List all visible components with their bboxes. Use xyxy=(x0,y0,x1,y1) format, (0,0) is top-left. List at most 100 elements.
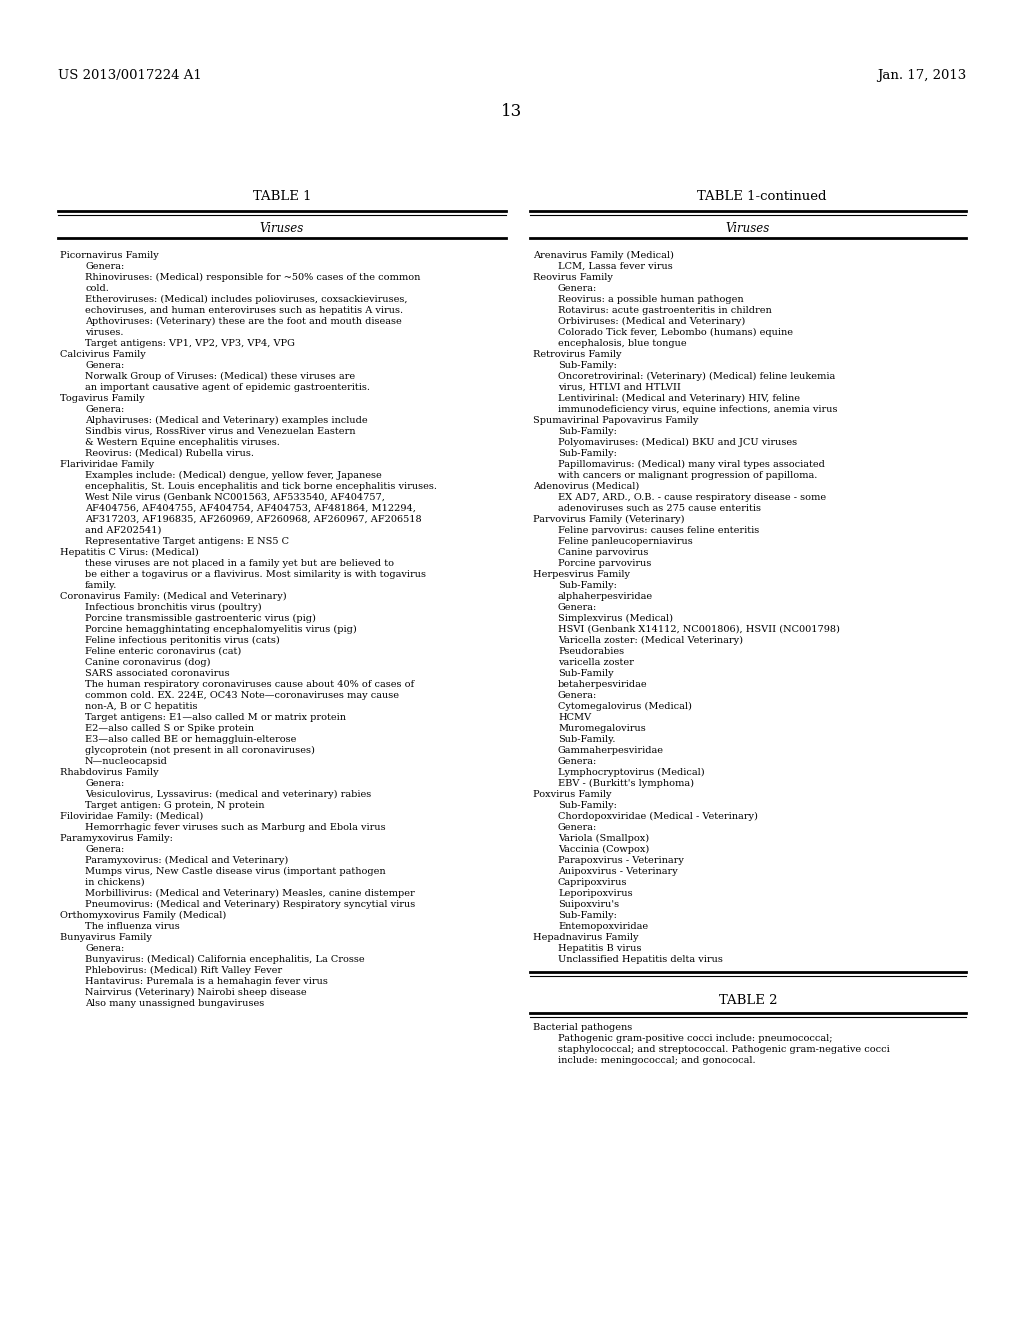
Text: with cancers or malignant progression of papilloma.: with cancers or malignant progression of… xyxy=(558,471,817,480)
Text: Genera:: Genera: xyxy=(558,284,597,293)
Text: Colorado Tick fever, Lebombo (humans) equine: Colorado Tick fever, Lebombo (humans) eq… xyxy=(558,327,793,337)
Text: Feline infectious peritonitis virus (cats): Feline infectious peritonitis virus (cat… xyxy=(85,636,280,645)
Text: Parvovirus Family (Veterinary): Parvovirus Family (Veterinary) xyxy=(534,515,684,524)
Text: Genera:: Genera: xyxy=(558,690,597,700)
Text: Sindbis virus, RossRiver virus and Venezuelan Eastern: Sindbis virus, RossRiver virus and Venez… xyxy=(85,426,355,436)
Text: Feline enteric coronavirus (cat): Feline enteric coronavirus (cat) xyxy=(85,647,242,656)
Text: Bunyavirus: (Medical) California encephalitis, La Crosse: Bunyavirus: (Medical) California encepha… xyxy=(85,954,365,964)
Text: Sub-Family.: Sub-Family. xyxy=(558,735,615,744)
Text: Genera:: Genera: xyxy=(85,360,124,370)
Text: varicella zoster: varicella zoster xyxy=(558,657,634,667)
Text: The influenza virus: The influenza virus xyxy=(85,921,180,931)
Text: Representative Target antigens: E NS5 C: Representative Target antigens: E NS5 C xyxy=(85,537,289,546)
Text: Target antigens: VP1, VP2, VP3, VP4, VPG: Target antigens: VP1, VP2, VP3, VP4, VPG xyxy=(85,339,295,348)
Text: West Nile virus (Genbank NC001563, AF533540, AF404757,: West Nile virus (Genbank NC001563, AF533… xyxy=(85,492,385,502)
Text: N—nucleocapsid: N—nucleocapsid xyxy=(85,756,168,766)
Text: Sub-Family:: Sub-Family: xyxy=(558,911,616,920)
Text: encephalosis, blue tongue: encephalosis, blue tongue xyxy=(558,339,687,348)
Text: Alphaviruses: (Medical and Veterinary) examples include: Alphaviruses: (Medical and Veterinary) e… xyxy=(85,416,368,425)
Text: family.: family. xyxy=(85,581,118,590)
Text: 13: 13 xyxy=(502,103,522,120)
Text: Phlebovirus: (Medical) Rift Valley Fever: Phlebovirus: (Medical) Rift Valley Fever xyxy=(85,966,283,975)
Text: Flariviridae Family: Flariviridae Family xyxy=(60,459,155,469)
Text: Suipoxviru's: Suipoxviru's xyxy=(558,900,620,909)
Text: virus, HTLVI and HTLVII: virus, HTLVI and HTLVII xyxy=(558,383,681,392)
Text: echoviruses, and human enteroviruses such as hepatitis A virus.: echoviruses, and human enteroviruses suc… xyxy=(85,306,403,315)
Text: staphylococcal; and streptococcal. Pathogenic gram-negative cocci: staphylococcal; and streptococcal. Patho… xyxy=(558,1045,890,1053)
Text: Pathogenic gram-positive cocci include: pneumococcal;: Pathogenic gram-positive cocci include: … xyxy=(558,1034,833,1043)
Text: US 2013/0017224 A1: US 2013/0017224 A1 xyxy=(58,69,202,82)
Text: Orthomyxovirus Family (Medical): Orthomyxovirus Family (Medical) xyxy=(60,911,226,920)
Text: Gammaherpesviridae: Gammaherpesviridae xyxy=(558,746,664,755)
Text: Rhinoviruses: (Medical) responsible for ~50% cases of the common: Rhinoviruses: (Medical) responsible for … xyxy=(85,273,421,282)
Text: Rhabdovirus Family: Rhabdovirus Family xyxy=(60,768,159,777)
Text: Sub-Family:: Sub-Family: xyxy=(558,360,616,370)
Text: Lentivirinal: (Medical and Veterinary) HIV, feline: Lentivirinal: (Medical and Veterinary) H… xyxy=(558,393,800,403)
Text: include: meningococcal; and gonococal.: include: meningococcal; and gonococal. xyxy=(558,1056,756,1065)
Text: Hantavirus: Puremala is a hemahagin fever virus: Hantavirus: Puremala is a hemahagin feve… xyxy=(85,977,328,986)
Text: Papillomavirus: (Medical) many viral types associated: Papillomavirus: (Medical) many viral typ… xyxy=(558,459,825,469)
Text: TABLE 2: TABLE 2 xyxy=(719,994,777,1006)
Text: Target antigen: G protein, N protein: Target antigen: G protein, N protein xyxy=(85,801,264,810)
Text: Genera:: Genera: xyxy=(85,845,124,854)
Text: Sub-Family: Sub-Family xyxy=(558,669,613,678)
Text: Viruses: Viruses xyxy=(260,222,304,235)
Text: Canine parvovirus: Canine parvovirus xyxy=(558,548,648,557)
Text: Genera:: Genera: xyxy=(85,261,124,271)
Text: Simplexvirus (Medical): Simplexvirus (Medical) xyxy=(558,614,673,623)
Text: Paramyxovirus Family:: Paramyxovirus Family: xyxy=(60,834,173,843)
Text: Feline parvovirus: causes feline enteritis: Feline parvovirus: causes feline enterit… xyxy=(558,525,759,535)
Text: Reovirus: (Medical) Rubella virus.: Reovirus: (Medical) Rubella virus. xyxy=(85,449,254,458)
Text: Coronavirus Family: (Medical and Veterinary): Coronavirus Family: (Medical and Veterin… xyxy=(60,591,287,601)
Text: Hepadnavirus Family: Hepadnavirus Family xyxy=(534,933,639,942)
Text: TABLE 1: TABLE 1 xyxy=(253,190,311,203)
Text: Examples include: (Medical) dengue, yellow fever, Japanese: Examples include: (Medical) dengue, yell… xyxy=(85,471,382,480)
Text: Genera:: Genera: xyxy=(85,779,124,788)
Text: HCMV: HCMV xyxy=(558,713,591,722)
Text: Lymphocryptovirus (Medical): Lymphocryptovirus (Medical) xyxy=(558,768,705,777)
Text: & Western Equine encephalitis viruses.: & Western Equine encephalitis viruses. xyxy=(85,438,280,447)
Text: and AF202541): and AF202541) xyxy=(85,525,162,535)
Text: Bacterial pathogens: Bacterial pathogens xyxy=(534,1023,632,1032)
Text: non-A, B or C hepatitis: non-A, B or C hepatitis xyxy=(85,702,198,711)
Text: Sub-Family:: Sub-Family: xyxy=(558,581,616,590)
Text: Cytomegalovirus (Medical): Cytomegalovirus (Medical) xyxy=(558,702,692,711)
Text: Jan. 17, 2013: Jan. 17, 2013 xyxy=(877,69,966,82)
Text: Reovirus: a possible human pathogen: Reovirus: a possible human pathogen xyxy=(558,294,743,304)
Text: EX AD7, ARD., O.B. - cause respiratory disease - some: EX AD7, ARD., O.B. - cause respiratory d… xyxy=(558,492,826,502)
Text: be either a togavirus or a flavivirus. Most similarity is with togavirus: be either a togavirus or a flavivirus. M… xyxy=(85,570,426,579)
Text: encephalitis, St. Louis encephalitis and tick borne encephalitis viruses.: encephalitis, St. Louis encephalitis and… xyxy=(85,482,437,491)
Text: Picornavirus Family: Picornavirus Family xyxy=(60,251,159,260)
Text: Vesiculovirus, Lyssavirus: (medical and veterinary) rabies: Vesiculovirus, Lyssavirus: (medical and … xyxy=(85,789,372,799)
Text: Unclassified Hepatitis delta virus: Unclassified Hepatitis delta virus xyxy=(558,954,723,964)
Text: Porcine hemagghintating encephalomyelitis virus (pig): Porcine hemagghintating encephalomyeliti… xyxy=(85,624,356,634)
Text: betaherpesviridae: betaherpesviridae xyxy=(558,680,647,689)
Text: Variola (Smallpox): Variola (Smallpox) xyxy=(558,834,649,843)
Text: AF317203, AF196835, AF260969, AF260968, AF260967, AF206518: AF317203, AF196835, AF260969, AF260968, … xyxy=(85,515,422,524)
Text: Entemopoxviridae: Entemopoxviridae xyxy=(558,921,648,931)
Text: Capripoxvirus: Capripoxvirus xyxy=(558,878,628,887)
Text: Hepatitis C Virus: (Medical): Hepatitis C Virus: (Medical) xyxy=(60,548,199,557)
Text: TABLE 1-continued: TABLE 1-continued xyxy=(697,190,826,203)
Text: Calcivirus Family: Calcivirus Family xyxy=(60,350,145,359)
Text: Target antigens: E1—also called M or matrix protein: Target antigens: E1—also called M or mat… xyxy=(85,713,346,722)
Text: SARS associated coronavirus: SARS associated coronavirus xyxy=(85,669,229,678)
Text: Rotavirus: acute gastroenteritis in children: Rotavirus: acute gastroenteritis in chil… xyxy=(558,306,772,315)
Text: AF404756, AF404755, AF404754, AF404753, AF481864, M12294,: AF404756, AF404755, AF404754, AF404753, … xyxy=(85,504,416,513)
Text: Orbiviruses: (Medical and Veterinary): Orbiviruses: (Medical and Veterinary) xyxy=(558,317,745,326)
Text: Oncoretrovirinal: (Veterinary) (Medical) feline leukemia: Oncoretrovirinal: (Veterinary) (Medical)… xyxy=(558,372,836,381)
Text: cold.: cold. xyxy=(85,284,109,293)
Text: Filoviridae Family: (Medical): Filoviridae Family: (Medical) xyxy=(60,812,203,821)
Text: Porcine parvovirus: Porcine parvovirus xyxy=(558,558,651,568)
Text: Viruses: Viruses xyxy=(726,222,770,235)
Text: E2—also called S or Spike protein: E2—also called S or Spike protein xyxy=(85,723,254,733)
Text: Reovirus Family: Reovirus Family xyxy=(534,273,613,282)
Text: HSVI (Genbank X14112, NC001806), HSVII (NC001798): HSVI (Genbank X14112, NC001806), HSVII (… xyxy=(558,624,840,634)
Text: Hepatitis B virus: Hepatitis B virus xyxy=(558,944,641,953)
Text: LCM, Lassa fever virus: LCM, Lassa fever virus xyxy=(558,261,673,271)
Text: Genera:: Genera: xyxy=(85,405,124,414)
Text: Herpesvirus Family: Herpesvirus Family xyxy=(534,570,630,579)
Text: Togavirus Family: Togavirus Family xyxy=(60,393,144,403)
Text: Apthoviruses: (Veterinary) these are the foot and mouth disease: Apthoviruses: (Veterinary) these are the… xyxy=(85,317,401,326)
Text: Parapoxvirus - Veterinary: Parapoxvirus - Veterinary xyxy=(558,855,684,865)
